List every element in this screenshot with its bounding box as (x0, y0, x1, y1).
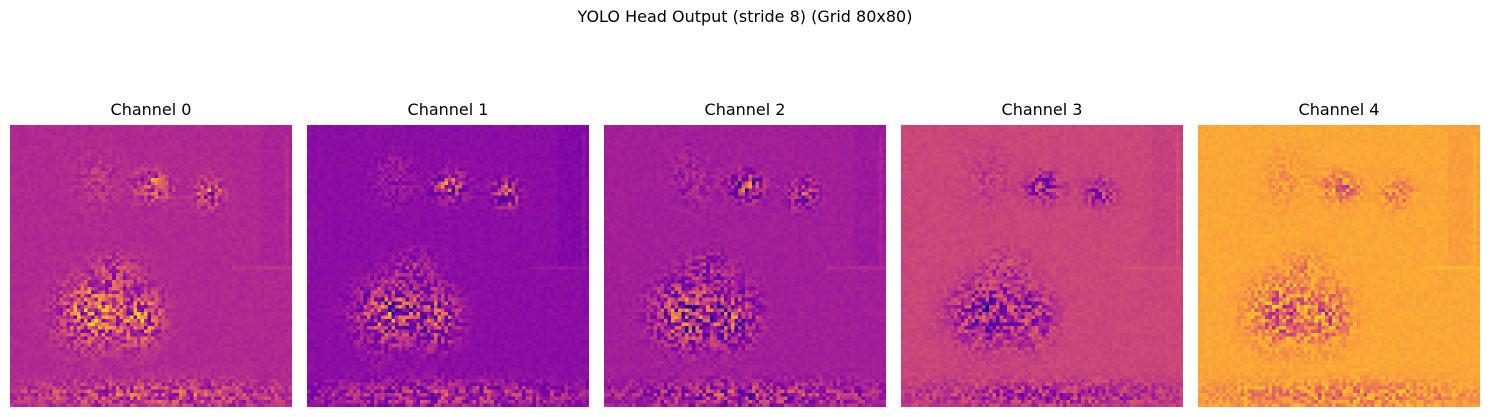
heatmap-channel-4 (1198, 125, 1480, 407)
heatmap-channel-3 (901, 125, 1183, 407)
heatmap-channel-0 (10, 125, 292, 407)
panel-title-channel-2: Channel 2 (704, 100, 786, 119)
panel-title-channel-0: Channel 0 (110, 100, 192, 119)
panel-title-channel-1: Channel 1 (407, 100, 489, 119)
panel-title-channel-4: Channel 4 (1298, 100, 1380, 119)
heatmap-channel-1 (307, 125, 589, 407)
panel-title-channel-3: Channel 3 (1001, 100, 1083, 119)
figure-title: YOLO Head Output (stride 8) (Grid 80x80) (577, 7, 913, 26)
heatmap-channel-2 (604, 125, 886, 407)
